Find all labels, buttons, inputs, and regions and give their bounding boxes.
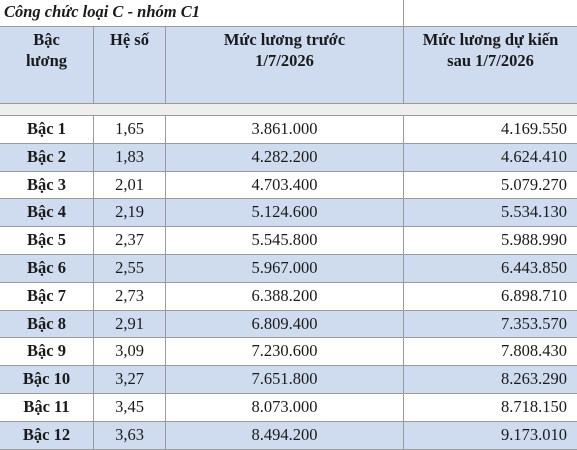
cell-muc-luong-sau: 6.898.710: [403, 282, 577, 310]
cell-he-so: 1,83: [93, 143, 165, 171]
table-row: Bậc 8 2,91 6.809.400 7.353.570: [0, 310, 577, 339]
header-muc-luong-truoc: Mức lương trước 1/7/2026: [165, 27, 403, 103]
cell-he-so: 3,63: [93, 421, 165, 449]
cell-muc-luong-sau: 7.808.430: [403, 338, 577, 366]
cell-he-so: 2,19: [93, 199, 165, 227]
cell-he-so: 2,01: [93, 171, 165, 199]
cell-muc-luong-sau: 6.443.850: [403, 254, 577, 282]
cell-muc-luong-truoc: 7.651.800: [165, 366, 403, 393]
table-row: Bậc 6 2,55 5.967.000 6.443.850: [0, 254, 577, 283]
table-title: Công chức loại C - nhóm C1: [4, 2, 201, 21]
table-header: Bậc lương Hệ số Mức lương trước 1/7/2026…: [0, 26, 577, 104]
cell-bac: Bậc 3: [27, 174, 66, 194]
cell-bac: Bậc 1: [27, 119, 66, 138]
table-row: Bậc 2 1,83 4.282.200 4.624.410: [0, 143, 577, 172]
cell-he-so: 2,37: [93, 227, 165, 254]
cell-bac: Bậc 11: [23, 396, 70, 416]
cell-bac: Bậc 12: [22, 424, 71, 444]
title-empty-cell: [403, 0, 577, 26]
cell-muc-luong-sau: 7.353.570: [403, 310, 577, 338]
cell-he-so: 1,65: [93, 116, 165, 143]
cell-bac: Bậc 4: [27, 202, 66, 222]
cell-muc-luong-sau: 9.173.010: [403, 421, 577, 449]
cell-muc-luong-sau: 8.718.150: [403, 393, 577, 421]
table-row: Bậc 10 3,27 7.651.800 8.263.290: [0, 366, 577, 394]
table-row: Bậc 3 2,01 4.703.400 5.079.270: [0, 171, 577, 200]
cell-muc-luong-sau: 4.169.550: [403, 116, 577, 143]
cell-bac: Bậc 10: [22, 369, 71, 389]
cell-muc-luong-truoc: 7.230.600: [165, 338, 403, 366]
cell-muc-luong-truoc: 4.703.400: [165, 171, 403, 199]
cell-muc-luong-truoc: 8.494.200: [165, 421, 403, 449]
cell-he-so: 2,73: [93, 282, 165, 310]
cell-muc-luong-truoc: 3.861.000: [165, 116, 403, 143]
cell-muc-luong-truoc: 5.545.800: [165, 227, 403, 254]
table-row: Bậc 4 2,19 5.124.600 5.534.130: [0, 199, 577, 228]
header-bac-luong: Bậc lương: [25, 30, 68, 70]
header-he-so: Hệ số: [93, 27, 165, 103]
table-row: Bậc 7 2,73 6.388.200 6.898.710: [0, 282, 577, 311]
table-row: Bậc 12 3,63 8.494.200 9.173.010: [0, 421, 577, 450]
cell-he-so: 3,27: [93, 366, 165, 393]
cell-muc-luong-sau: 4.624.410: [403, 143, 577, 171]
cell-he-so: 3,09: [93, 338, 165, 366]
cell-muc-luong-sau: 5.079.270: [403, 171, 577, 199]
cell-bac: Bậc 6: [27, 257, 66, 277]
cell-muc-luong-sau: 5.988.990: [403, 227, 577, 254]
cell-he-so: 2,91: [93, 310, 165, 338]
cell-muc-luong-truoc: 5.967.000: [165, 254, 403, 282]
cell-muc-luong-sau: 8.263.290: [403, 366, 577, 393]
cell-he-so: 3,45: [93, 393, 165, 421]
header-muc-luong-du-kien: Mức lương dự kiến sau 1/7/2026: [403, 27, 577, 103]
cell-muc-luong-sau: 5.534.130: [403, 199, 577, 227]
cell-muc-luong-truoc: 8.073.000: [165, 393, 403, 421]
cell-muc-luong-truoc: 4.282.200: [165, 143, 403, 171]
table-row: Bậc 9 3,09 7.230.600 7.808.430: [0, 338, 577, 367]
table-row: Bậc 11 3,45 8.073.000 8.718.150: [0, 393, 577, 422]
cell-bac: Bậc 2: [27, 146, 66, 166]
cell-bac: Bậc 9: [27, 341, 66, 361]
cell-bac: Bậc 5: [27, 230, 66, 250]
cell-muc-luong-truoc: 6.809.400: [165, 310, 403, 338]
cell-muc-luong-truoc: 6.388.200: [165, 282, 403, 310]
table-row: Bậc 5 2,37 5.545.800 5.988.990: [0, 227, 577, 255]
table-row: Bậc 1 1,65 3.861.000 4.169.550: [0, 116, 577, 144]
table-body: Bậc 1 1,65 3.861.000 4.169.550 Bậc 2 1,83 4.28…: [0, 116, 577, 450]
header-spacer: [0, 104, 577, 116]
cell-bac: Bậc 7: [27, 285, 66, 305]
cell-bac: Bậc 8: [27, 313, 66, 333]
cell-muc-luong-truoc: 5.124.600: [165, 199, 403, 227]
cell-he-so: 2,55: [93, 254, 165, 282]
